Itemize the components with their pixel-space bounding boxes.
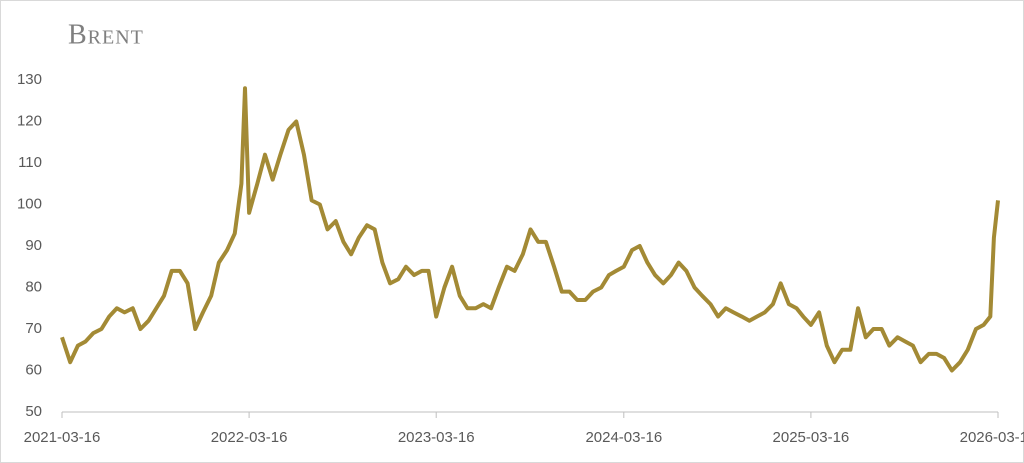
y-tick-label: 50 (25, 403, 42, 420)
y-tick-label: 90 (25, 237, 42, 254)
chart-title: Brent (68, 19, 144, 50)
x-tick-label: 2026-03-16 (960, 429, 1024, 446)
y-tick-label: 60 (25, 361, 42, 378)
x-tick-label: 2021-03-16 (24, 429, 101, 446)
y-tick-label: 110 (18, 154, 42, 171)
x-tick-label: 2023-03-16 (398, 429, 475, 446)
x-tick-label: 2022-03-16 (211, 429, 288, 446)
y-tick-label: 120 (17, 112, 42, 129)
y-tick-label: 100 (17, 195, 42, 212)
x-tick-label: 2024-03-16 (585, 429, 662, 446)
y-tick-label: 80 (25, 278, 42, 295)
x-tick-label: 2025-03-16 (773, 429, 850, 446)
y-tick-label: 70 (25, 320, 42, 337)
price-line (60, 86, 1000, 373)
y-tick-label: 130 (17, 71, 42, 88)
